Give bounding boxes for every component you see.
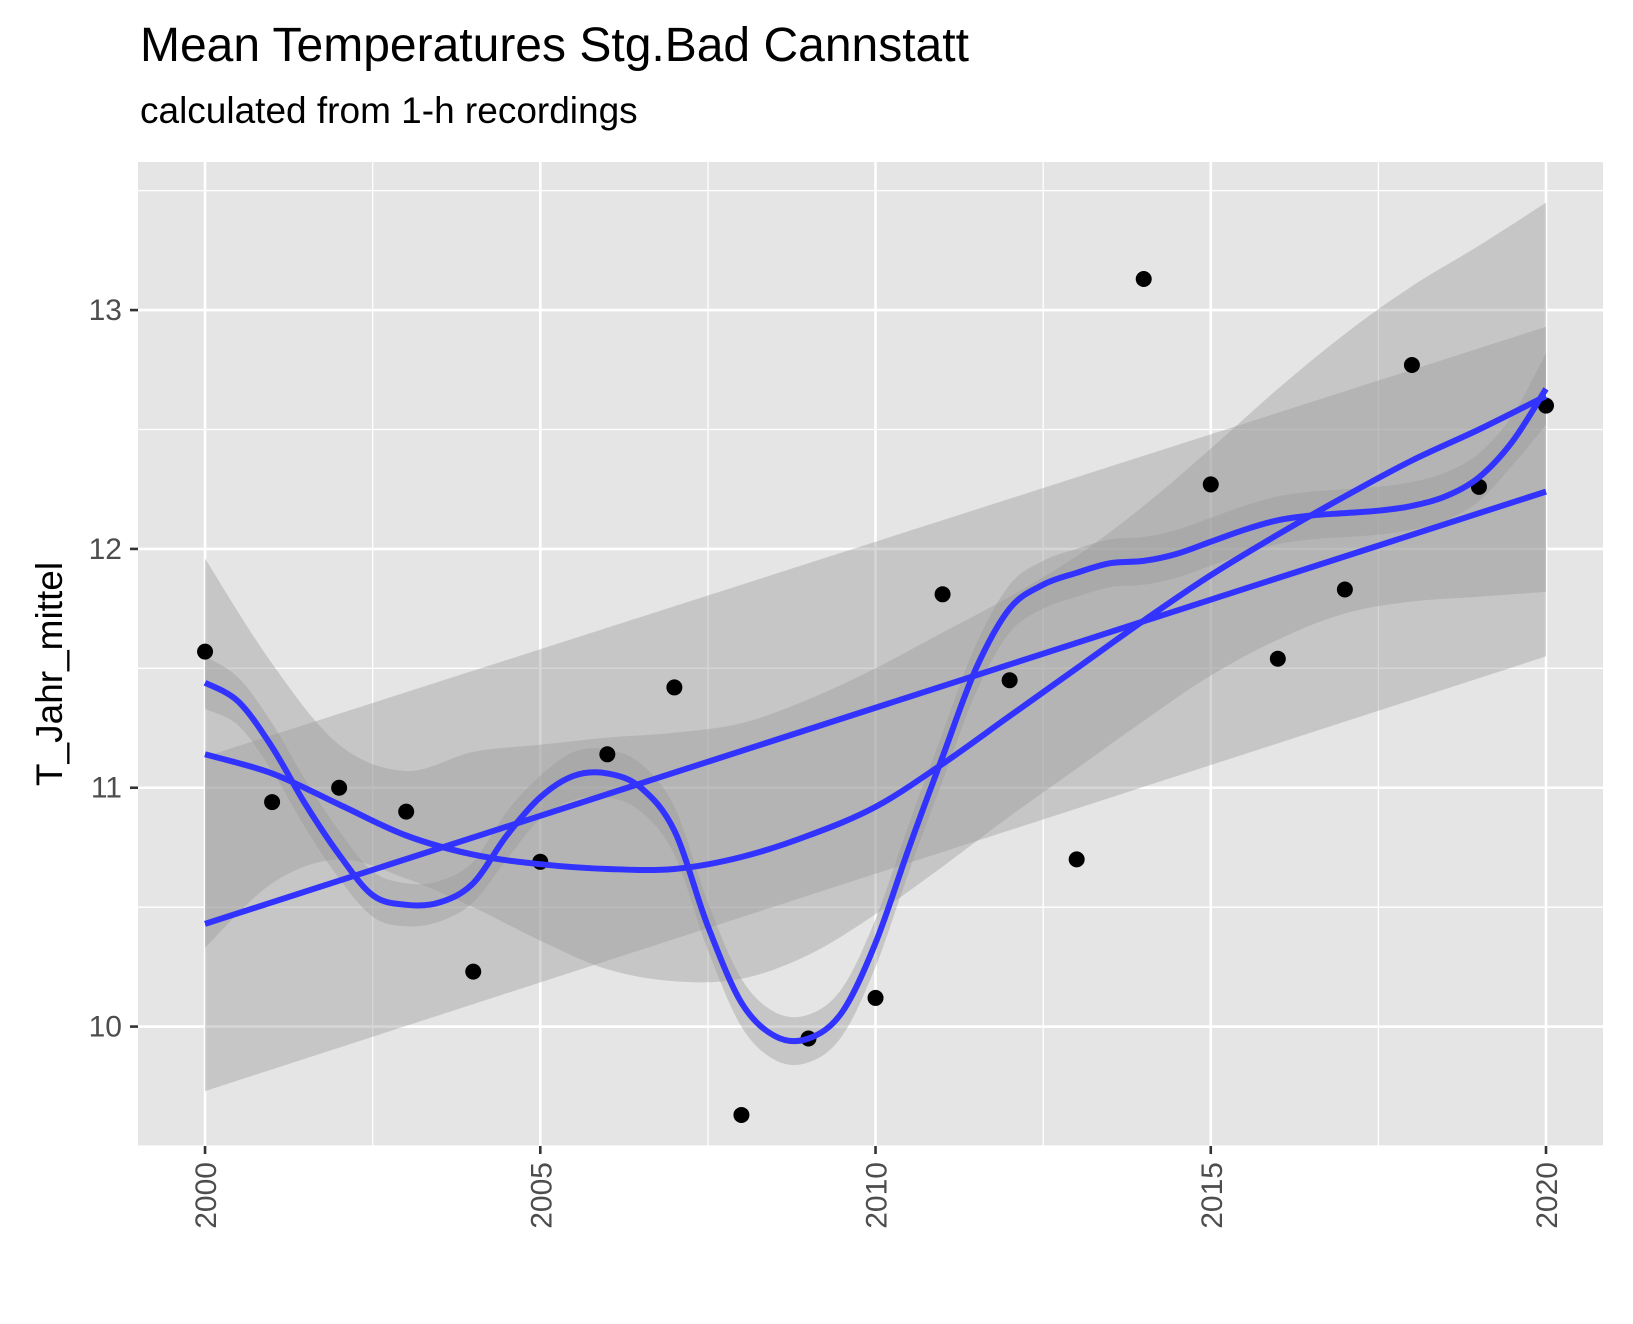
y-axis-title: T_Jahr_mittel (29, 562, 70, 786)
data-point (1403, 357, 1420, 374)
chart-title: Mean Temperatures Stg.Bad Cannstatt (140, 19, 969, 72)
major-gridlines (138, 162, 1603, 1146)
data-point (1202, 476, 1219, 493)
data-point (1135, 271, 1152, 288)
data-point (867, 989, 884, 1006)
x-tick-label: 2020 (1531, 1162, 1564, 1229)
confidence-band-loess (205, 353, 1546, 1066)
data-point (264, 794, 281, 811)
data-point (1538, 397, 1555, 414)
trend-lines (203, 387, 1549, 1045)
data-point (1269, 650, 1286, 667)
data-point (1336, 581, 1353, 598)
x-tick-label: 2010 (861, 1162, 894, 1229)
y-tick-label: 11 (91, 772, 122, 805)
trend-line-loess (203, 387, 1549, 1045)
confidence-band-smooth (205, 202, 1546, 983)
data-point (398, 803, 415, 820)
data-point (1068, 851, 1085, 868)
trend-line-smooth (204, 393, 1548, 874)
minor-gridlines (138, 162, 1603, 1147)
chart-subtitle: calculated from 1-h recordings (140, 90, 638, 131)
y-tick-label: 13 (89, 294, 122, 327)
trend-line-linear (204, 488, 1547, 927)
y-tick-label: 10 (89, 1011, 122, 1044)
data-point (666, 679, 683, 696)
data-point (599, 746, 616, 763)
data-point (331, 779, 348, 796)
x-tick-label: 2005 (525, 1162, 558, 1229)
data-point (733, 1106, 750, 1123)
axes: 10 11 12 13 2000 2005 2010 2015 2020 (89, 294, 1564, 1229)
data-point (1001, 672, 1018, 689)
x-tick-label: 2015 (1196, 1162, 1229, 1229)
data-point (465, 963, 482, 980)
data-point (197, 643, 214, 660)
y-tick-label: 12 (89, 533, 122, 566)
x-tick-label: 2000 (190, 1162, 223, 1229)
data-point (934, 586, 951, 603)
plot-panel (138, 162, 1603, 1146)
